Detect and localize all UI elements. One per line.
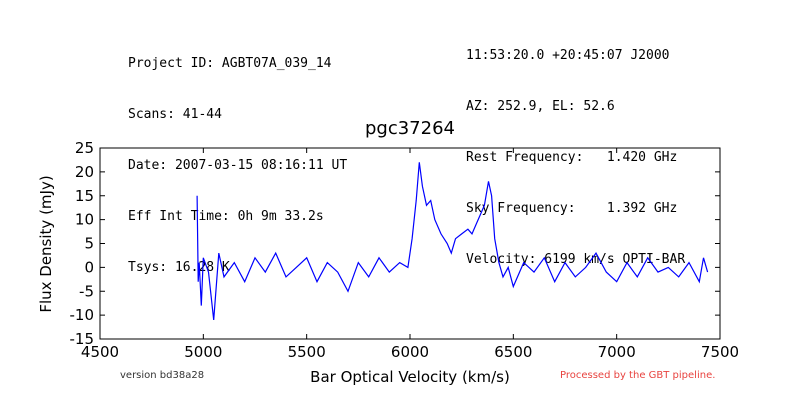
y-tick-label: -5	[79, 282, 94, 300]
sky-frequency-text: Sky Frequency: 1.392 GHz	[466, 201, 678, 216]
y-tick-label: 25	[75, 139, 94, 157]
scans-text: Scans: 41-44	[128, 107, 222, 122]
y-tick-label: -15	[70, 330, 95, 348]
azel-text: AZ: 252.9, EL: 52.6	[466, 99, 615, 114]
x-tick-label: 4500	[81, 343, 119, 361]
velocity-text: Velocity: 6199 km/s OPTI-BAR	[466, 252, 686, 267]
y-tick-label: -10	[70, 306, 95, 324]
version-label: version bd38a28	[120, 370, 205, 381]
tsys-text: Tsys: 16.28 K	[128, 260, 230, 275]
x-axis-label: Bar Optical Velocity (km/s)	[310, 368, 510, 386]
y-tick-label: 10	[75, 211, 94, 229]
date-text: Date: 2007-03-15 08:16:11 UT	[128, 158, 348, 173]
x-tick-label: 5000	[184, 343, 222, 361]
int-time-text: Eff Int Time: 0h 9m 33.2s	[128, 209, 324, 224]
x-tick-label: 5500	[288, 343, 326, 361]
chart-title: pgc37264	[365, 118, 455, 139]
y-tick-label: 5	[84, 235, 94, 253]
scan-info-right: 11:53:20.0 +20:45:07 J2000 AZ: 252.9, EL…	[466, 13, 685, 285]
x-tick-label: 7000	[598, 343, 636, 361]
x-tick-label: 6000	[391, 343, 429, 361]
y-tick-label: 15	[75, 187, 94, 205]
x-tick-label: 7500	[701, 343, 739, 361]
spectrum-line	[196, 162, 709, 320]
y-tick-label: 0	[84, 258, 94, 276]
plot-frame	[99, 147, 721, 340]
coords-text: 11:53:20.0 +20:45:07 J2000	[466, 48, 670, 63]
y-tick-label: 20	[75, 163, 94, 181]
scan-info-left: Project ID: AGBT07A_039_14 Scans: 41-44 …	[128, 21, 347, 293]
y-axis-label: Flux Density (mJy)	[37, 175, 55, 312]
rest-frequency-text: Rest Frequency: 1.420 GHz	[466, 150, 678, 165]
project-id-text: Project ID: AGBT07A_039_14	[128, 56, 332, 71]
axis-ticks: 4500 5000 5500 6000 6500 7000 7500 -15 -10 -5 0 5 10…	[70, 139, 740, 361]
pipeline-credit: Processed by the GBT pipeline.	[560, 370, 716, 381]
x-tick-label: 6500	[494, 343, 532, 361]
